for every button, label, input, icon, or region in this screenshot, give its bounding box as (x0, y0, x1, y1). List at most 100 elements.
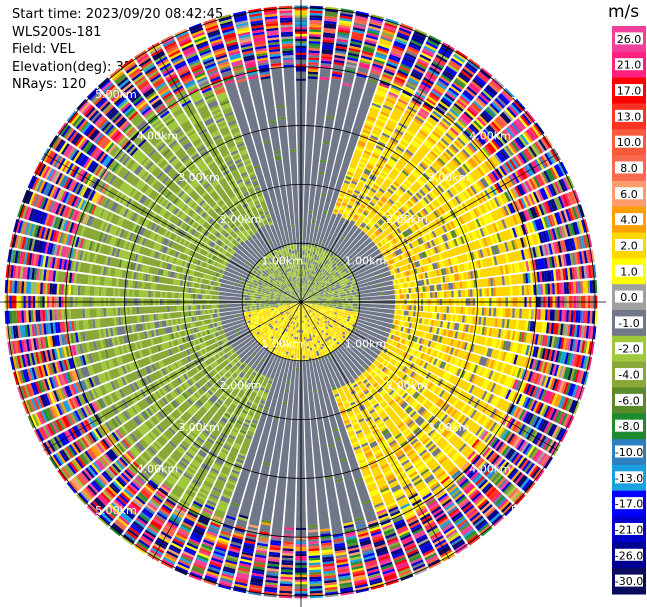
velocity-gate (370, 134, 379, 141)
velocity-gate (312, 261, 315, 265)
velocity-gate (307, 274, 309, 278)
velocity-gate (453, 102, 464, 112)
velocity-gate (448, 200, 456, 208)
velocity-gate (307, 250, 311, 254)
velocity-gate (325, 265, 329, 269)
velocity-gate (384, 67, 396, 74)
velocity-gate (413, 137, 423, 145)
velocity-gate (405, 50, 418, 58)
velocity-gate (494, 136, 504, 147)
velocity-gate (303, 269, 306, 272)
velocity-gate (505, 145, 514, 156)
velocity-gate (457, 315, 463, 323)
velocity-gate (378, 173, 386, 180)
velocity-gate (304, 297, 307, 299)
velocity-gate (310, 286, 313, 289)
velocity-gate (375, 89, 387, 98)
velocity-gate (484, 161, 493, 171)
velocity-gate (413, 223, 420, 231)
velocity-gate (462, 306, 466, 315)
velocity-gate (423, 45, 436, 54)
velocity-gate (317, 253, 321, 257)
velocity-gate (306, 284, 309, 287)
velocity-gate (408, 160, 417, 168)
velocity-gate (404, 52, 417, 60)
velocity-gate (378, 42, 391, 49)
velocity-gate (525, 128, 537, 142)
velocity-gate (363, 43, 376, 50)
velocity-gate (466, 188, 474, 197)
velocity-gate (332, 64, 344, 73)
velocity-gate (315, 299, 318, 301)
velocity-gate (370, 16, 384, 22)
velocity-gate (318, 246, 324, 255)
velocity-gate (299, 325, 301, 328)
velocity-gate (398, 98, 408, 106)
velocity-gate (310, 273, 313, 276)
velocity-gate (460, 70, 472, 80)
velocity-gate (470, 123, 480, 133)
velocity-gate (357, 140, 367, 148)
velocity-gate (309, 272, 312, 276)
velocity-gate (297, 320, 299, 323)
velocity-gate (495, 286, 511, 297)
velocity-gate (518, 135, 528, 147)
velocity-gate (492, 99, 504, 111)
velocity-gate (496, 134, 506, 146)
velocity-gate (297, 330, 299, 333)
velocity-gate (372, 151, 381, 157)
velocity-gate (394, 76, 406, 83)
velocity-gate (312, 276, 315, 280)
velocity-gate (409, 41, 422, 49)
velocity-gate (336, 270, 341, 274)
velocity-gate (406, 81, 417, 89)
velocity-gate (445, 132, 455, 141)
velocity-gate (316, 282, 319, 285)
velocity-gate (306, 269, 309, 275)
velocity-gate (389, 107, 404, 122)
velocity-gate (363, 150, 372, 156)
velocity-gate (418, 210, 425, 218)
velocity-gate (340, 259, 344, 263)
velocity-gate (301, 278, 303, 284)
velocity-gate (337, 33, 350, 39)
velocity-gate (477, 95, 489, 105)
velocity-gate (429, 166, 437, 174)
velocity-gate (436, 284, 442, 291)
velocity-gate (342, 70, 355, 85)
velocity-gate (474, 98, 485, 109)
velocity-gate (362, 227, 369, 234)
velocity-gate (437, 141, 447, 150)
velocity-gate (370, 14, 384, 20)
velocity-gate (486, 159, 495, 170)
velocity-gate (355, 211, 361, 217)
velocity-gate (318, 263, 322, 267)
velocity-gate (325, 217, 346, 253)
velocity-gate (349, 43, 362, 48)
velocity-gate (386, 157, 397, 168)
velocity-gate (362, 129, 371, 135)
velocity-gate (398, 141, 407, 149)
velocity-gate (301, 287, 303, 291)
velocity-gate (454, 51, 467, 61)
velocity-gate (306, 292, 309, 295)
velocity-gate (408, 198, 416, 206)
velocity-gate (424, 171, 432, 179)
velocity-gate (350, 38, 363, 44)
velocity-gate (302, 278, 304, 281)
velocity-gate (388, 218, 394, 224)
velocity-gate (361, 131, 370, 137)
velocity-gate (296, 332, 299, 335)
velocity-gate (359, 205, 365, 211)
velocity-gate (405, 149, 414, 156)
velocity-gate (471, 156, 480, 166)
velocity-gate (348, 50, 360, 55)
velocity-gate (485, 174, 494, 185)
velocity-gate (394, 237, 400, 243)
velocity-gate (511, 273, 524, 285)
velocity-gate (324, 20, 337, 25)
velocity-gate (328, 266, 334, 272)
velocity-gate (410, 73, 422, 81)
velocity-gate (308, 50, 320, 54)
velocity-gate (316, 262, 320, 266)
